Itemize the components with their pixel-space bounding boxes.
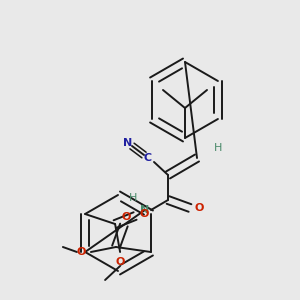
Text: H: H xyxy=(214,143,222,153)
Text: H: H xyxy=(129,193,137,203)
Text: O: O xyxy=(194,203,204,213)
Text: O: O xyxy=(140,209,149,219)
Text: O: O xyxy=(121,212,130,222)
Text: N: N xyxy=(140,205,150,215)
Text: N: N xyxy=(123,138,133,148)
Text: O: O xyxy=(76,247,86,257)
Text: O: O xyxy=(116,257,125,267)
Text: C: C xyxy=(144,153,152,163)
